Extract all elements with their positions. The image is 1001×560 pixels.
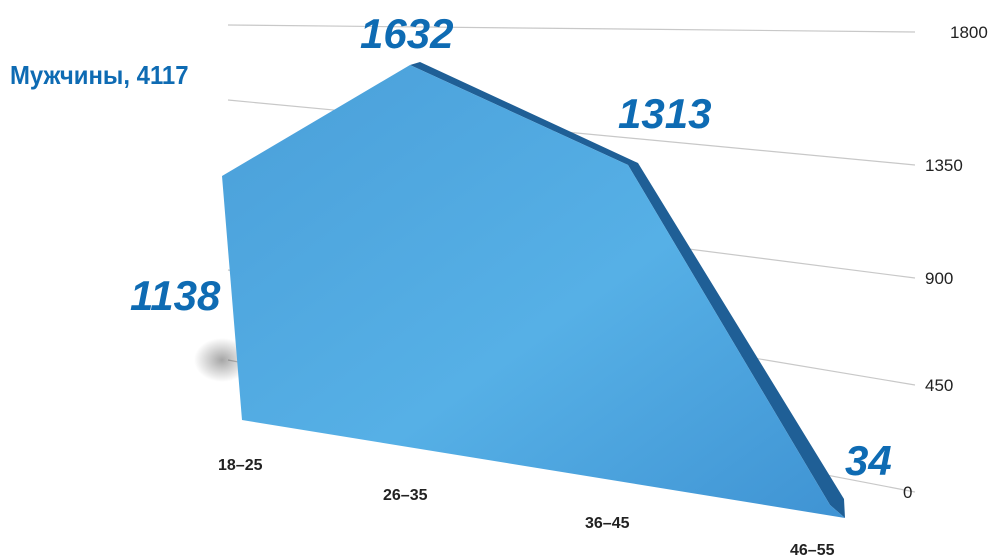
y-tick-label: 450: [925, 376, 953, 395]
data-label: 1313: [618, 90, 711, 137]
y-axis-ticks: 0 450 900 1350 1800: [903, 23, 988, 502]
data-label: 34: [845, 437, 892, 484]
y-tick-label: 1800: [950, 23, 988, 42]
area-face: [222, 65, 845, 518]
y-tick-label: 0: [903, 483, 912, 502]
x-tick-label: 18–25: [218, 457, 263, 474]
series-title: Мужчины, 4117: [10, 60, 189, 90]
x-tick-label: 46–55: [790, 542, 835, 559]
x-tick-label: 26–35: [383, 487, 428, 504]
x-tick-label: 36–45: [585, 515, 630, 532]
data-labels: 1138 1632 1313 34: [130, 10, 892, 484]
gridline: [227, 24, 916, 33]
data-label: 1632: [360, 10, 453, 57]
series-area: [222, 62, 845, 518]
data-label: 1138: [130, 272, 221, 319]
x-axis-ticks: 18–25 26–35 36–45 46–55: [218, 457, 835, 559]
area-shadow: [194, 338, 250, 382]
y-tick-label: 900: [925, 269, 953, 288]
y-tick-label: 1350: [925, 156, 963, 175]
